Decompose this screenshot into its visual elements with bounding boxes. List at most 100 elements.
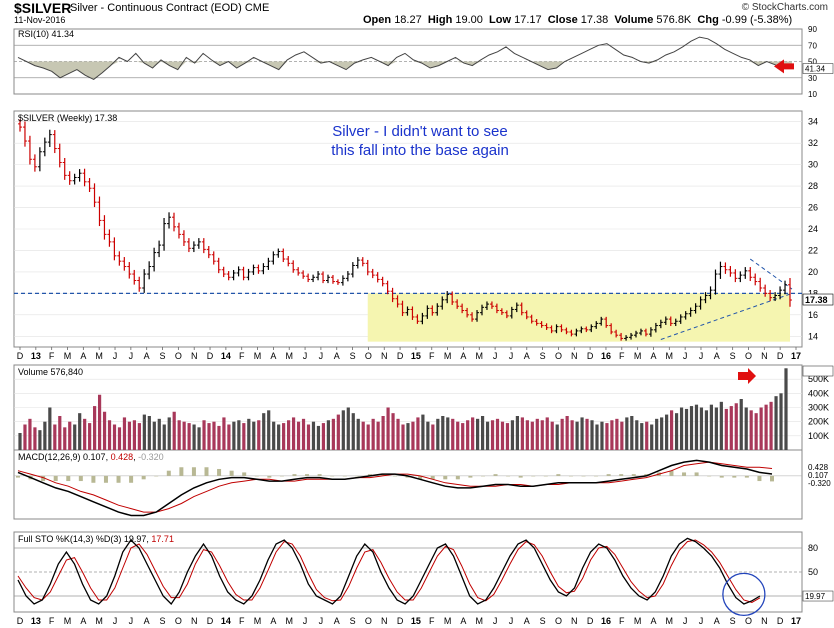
- price-x-label: N: [191, 351, 198, 361]
- price-tick-label: 16: [808, 310, 818, 320]
- macd-histogram-bar: [707, 475, 712, 477]
- volume-bar: [396, 418, 400, 450]
- sto-x-label: N: [191, 616, 198, 626]
- sto-x-label: D: [397, 616, 404, 626]
- macd-histogram-bar: [719, 475, 724, 478]
- volume-bar: [351, 413, 355, 450]
- price-x-label: N: [571, 351, 578, 361]
- price-last-badge: [802, 293, 834, 306]
- sto-x-label: S: [350, 616, 356, 626]
- volume-bar: [645, 421, 649, 450]
- low-label: Low: [489, 14, 512, 26]
- volume-bar: [277, 424, 281, 450]
- sto-x-label: D: [777, 616, 784, 626]
- volume-bar: [282, 423, 286, 450]
- volume-bar: [520, 417, 524, 450]
- price-x-label: J: [303, 351, 308, 361]
- price-x-label: D: [397, 351, 404, 361]
- volume-bar: [48, 407, 52, 450]
- rsi-tick-label: 70: [808, 41, 817, 50]
- sto-x-label: F: [239, 616, 245, 626]
- price-tick-label: 22: [808, 245, 818, 255]
- macd-histogram-bar: [770, 475, 774, 482]
- volume-bar: [699, 407, 704, 450]
- volume-bar: [142, 414, 146, 450]
- price-x-label: M: [666, 351, 674, 361]
- volume-bar: [341, 410, 345, 450]
- macd-histogram-bar: [418, 475, 423, 480]
- volume-bar: [625, 417, 629, 450]
- exchange-label: CME: [244, 2, 270, 14]
- volume-tick-label: 500K: [808, 374, 829, 384]
- high-label: High: [427, 14, 453, 26]
- macd-histogram-bar: [493, 474, 498, 476]
- macd-histogram-bar: [556, 474, 561, 476]
- volume-bar: [127, 421, 132, 450]
- volume-bar: [555, 424, 559, 450]
- price-x-label: A: [144, 351, 150, 361]
- volume-bar: [187, 423, 191, 450]
- price-tick-label: 20: [808, 267, 818, 277]
- volume-bar: [495, 418, 500, 450]
- sto-x-label: M: [95, 616, 103, 626]
- macd-histogram-bar: [267, 475, 272, 478]
- volume-bar: [421, 414, 425, 450]
- price-x-label: O: [175, 351, 182, 361]
- volume-bar: [774, 396, 778, 450]
- open-value: 18.27: [394, 14, 422, 26]
- volume-bar: [197, 427, 201, 450]
- volume-bar: [107, 420, 112, 450]
- macd-histogram-bar: [682, 472, 687, 476]
- contract-name: Silver - Continuous Contract (EOD) CME: [70, 2, 269, 14]
- sto-x-label: D: [587, 616, 594, 626]
- volume-bar: [485, 421, 490, 450]
- volume-bar: [590, 420, 594, 450]
- volume-bar: [336, 414, 340, 450]
- sto-x-label: M: [476, 616, 484, 626]
- volume-bar: [615, 418, 619, 450]
- sto-x-label: 13: [31, 616, 41, 626]
- volume-bar: [600, 421, 604, 450]
- volume-bar: [436, 418, 440, 450]
- price-title: $SILVER (Weekly) 17.38: [18, 113, 117, 123]
- volume-bar: [595, 424, 599, 450]
- price-x-label: M: [476, 351, 484, 361]
- volume-bar: [311, 421, 316, 450]
- volume-bar: [451, 418, 455, 450]
- volume-bar: [192, 424, 196, 450]
- volume-bar: [356, 418, 360, 450]
- price-x-label: A: [524, 351, 530, 361]
- volume-bar: [530, 421, 534, 450]
- sto-x-label: 17: [791, 616, 801, 626]
- volume-bar: [217, 425, 221, 450]
- volume-bar: [575, 421, 579, 450]
- sto-x-label: M: [64, 616, 72, 626]
- macd-histogram-bar: [355, 475, 360, 477]
- price-x-label: D: [587, 351, 594, 361]
- sto-x-label: J: [303, 616, 308, 626]
- price-x-label: N: [761, 351, 768, 361]
- volume-bar: [749, 410, 753, 450]
- macd-histogram-bar: [606, 474, 611, 476]
- volume-bar: [222, 417, 226, 450]
- price-x-label: M: [254, 351, 262, 361]
- price-x-label: D: [207, 351, 214, 361]
- volume-bar: [326, 420, 330, 450]
- chart-date: 11-Nov-2016: [14, 15, 66, 25]
- price-x-label: J: [493, 351, 498, 361]
- volume-bar: [510, 420, 515, 450]
- volume-bar: [346, 407, 350, 450]
- volume-bar: [386, 407, 390, 450]
- volume-bar: [316, 425, 321, 450]
- price-x-label: S: [730, 351, 736, 361]
- macd-histogram-bar: [242, 472, 247, 476]
- volume-bar: [286, 420, 291, 450]
- volume-bar: [570, 420, 574, 450]
- price-x-label: A: [334, 351, 340, 361]
- volume-bar: [674, 413, 679, 450]
- price-x-label: A: [460, 351, 466, 361]
- volume-bar: [58, 416, 62, 450]
- volume-bar: [202, 420, 206, 450]
- volume-bar: [476, 418, 480, 450]
- macd-histogram-bar: [317, 474, 322, 476]
